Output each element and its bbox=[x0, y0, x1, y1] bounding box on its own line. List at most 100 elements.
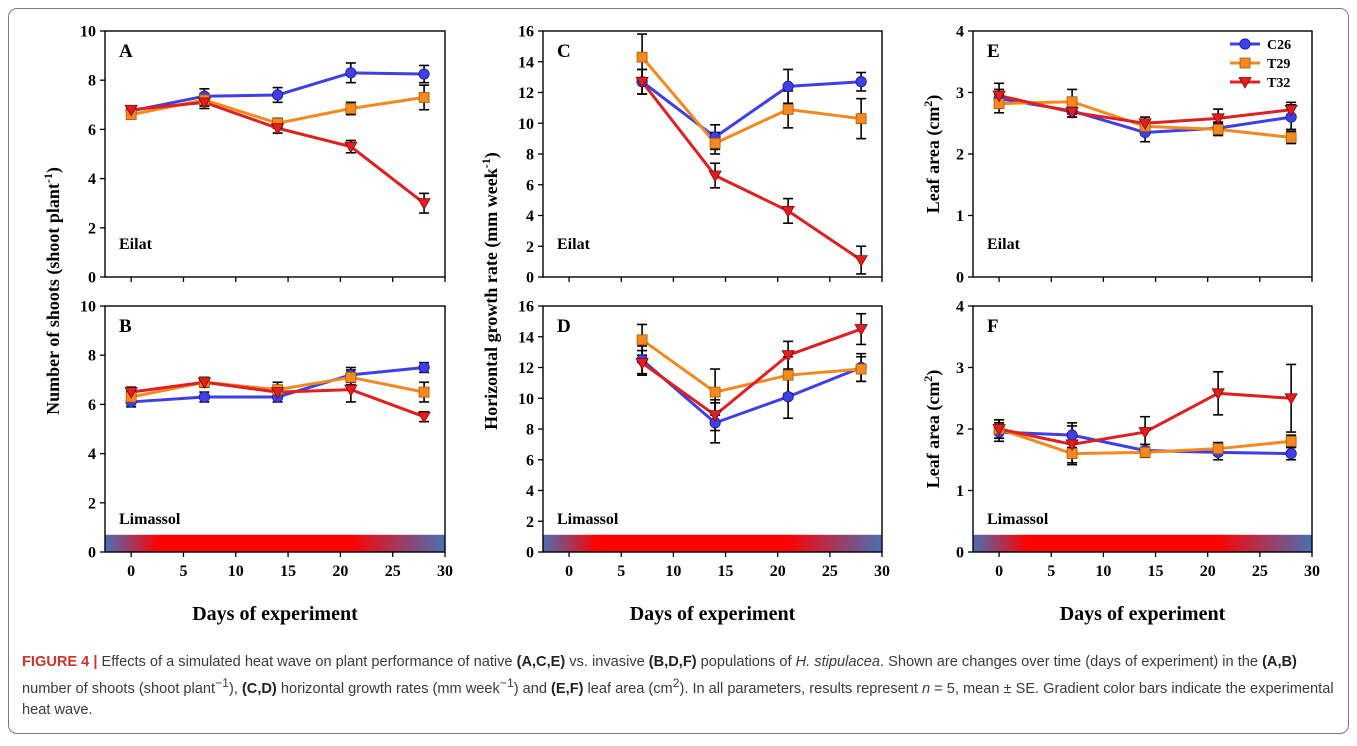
point-t32 bbox=[781, 350, 795, 363]
legend-marker-t29 bbox=[1239, 57, 1251, 69]
y-tick-label: 2 bbox=[88, 220, 96, 237]
point-t32 bbox=[992, 424, 1006, 436]
y-axis-label: Leaf area (cm2) bbox=[921, 95, 944, 214]
legend-label-c26: C26 bbox=[1267, 38, 1291, 53]
point-t29 bbox=[636, 334, 648, 346]
y-tick-label: 4 bbox=[88, 171, 96, 188]
point-t32 bbox=[270, 123, 285, 135]
y-tick-label: 6 bbox=[526, 177, 534, 194]
x-tick-label: 25 bbox=[1252, 563, 1268, 580]
x-axis-label: Days of experiment bbox=[192, 603, 358, 625]
point-t29 bbox=[782, 104, 794, 115]
y-tick-label: 12 bbox=[518, 360, 534, 377]
x-tick-label: 25 bbox=[822, 563, 838, 580]
point-t29 bbox=[345, 371, 357, 383]
point-t32 bbox=[344, 141, 358, 154]
point-t32 bbox=[854, 255, 868, 267]
caption-sup: −1 bbox=[499, 676, 514, 690]
panel-label: B bbox=[119, 316, 132, 337]
y-tick-label: 8 bbox=[526, 147, 534, 164]
x-tick-label: 5 bbox=[617, 563, 625, 580]
y-tick-label: 8 bbox=[88, 73, 96, 90]
point-t32 bbox=[854, 324, 868, 336]
x-axis-label: Days of experiment bbox=[1060, 603, 1226, 625]
series-line-t32 bbox=[641, 327, 862, 418]
series-line-c26 bbox=[641, 80, 862, 139]
x-tick-label: 10 bbox=[228, 563, 244, 580]
point-t32 bbox=[1138, 118, 1152, 131]
panel-label: D bbox=[557, 316, 571, 337]
y-tick-label: 2 bbox=[956, 422, 964, 439]
y-tick-label: 0 bbox=[88, 270, 96, 287]
point-t29 bbox=[418, 386, 430, 398]
caption-text: ), bbox=[228, 680, 242, 697]
panel-label: E bbox=[987, 41, 1000, 62]
x-tick-label: 20 bbox=[770, 563, 786, 580]
legend-label-t32: T32 bbox=[1267, 76, 1290, 91]
y-tick-label: 6 bbox=[526, 452, 534, 469]
y-tick-label: 0 bbox=[956, 545, 964, 562]
point-t32 bbox=[1138, 427, 1152, 439]
point-t29 bbox=[1066, 96, 1078, 108]
caption-ref: (C,D) bbox=[241, 680, 277, 697]
figure-caption: FIGURE 4 | Effects of a simulated heat w… bbox=[22, 652, 1340, 721]
point-c26 bbox=[1066, 429, 1078, 441]
y-tick-label: 4 bbox=[956, 24, 964, 41]
caption-text: number of shoots (shoot plant bbox=[22, 680, 216, 697]
x-tick-label: 5 bbox=[179, 563, 187, 580]
point-t29 bbox=[855, 113, 867, 125]
y-tick-label: 14 bbox=[518, 329, 534, 346]
point-c26 bbox=[418, 68, 430, 80]
point-t32 bbox=[781, 205, 795, 218]
x-tick-label: 30 bbox=[874, 563, 890, 580]
caption-ref: (A,B) bbox=[1262, 654, 1297, 670]
x-axis-label: Days of experiment bbox=[630, 603, 796, 625]
caption-italic: n bbox=[921, 680, 931, 697]
point-t29 bbox=[1285, 131, 1297, 143]
plot-frame bbox=[104, 305, 446, 553]
y-tick-label: 2 bbox=[88, 495, 96, 512]
y-tick-label: 10 bbox=[80, 299, 96, 316]
plot-frame bbox=[972, 30, 1313, 278]
y-tick-label: 1 bbox=[956, 208, 964, 225]
caption-text: Effects of a simulated heat wave on plan… bbox=[97, 654, 517, 670]
caption-text: horizontal growth rates (mm week bbox=[276, 680, 500, 697]
caption-ref: (B,D,F) bbox=[648, 654, 697, 670]
caption-text: populations of bbox=[696, 654, 796, 670]
y-tick-label: 3 bbox=[956, 85, 964, 102]
y-tick-label: 0 bbox=[88, 545, 96, 562]
point-t29 bbox=[1285, 435, 1297, 447]
legend-marker-c26 bbox=[1239, 38, 1251, 50]
point-t32 bbox=[708, 410, 722, 422]
panel-f: 0 1 2 3 4 0 5 10 15 20 25 30 Days of experiment Leaf … bbox=[921, 299, 1320, 626]
x-tick-label: 15 bbox=[718, 563, 734, 580]
panel-e: 0 1 2 3 4 Leaf area (cm2) E Eilat C26 T29 T32 bbox=[921, 24, 1313, 287]
point-t29 bbox=[345, 103, 357, 114]
caption-text: leaf area (cm bbox=[583, 680, 673, 697]
caption-figure-label: FIGURE 4 | bbox=[22, 654, 98, 670]
caption-text: . Shown are changes over time (days of e… bbox=[880, 654, 1263, 670]
plot-frame bbox=[104, 30, 446, 278]
y-tick-label: 0 bbox=[956, 270, 964, 287]
y-tick-label: 4 bbox=[956, 299, 964, 316]
panel-label: A bbox=[119, 41, 133, 62]
site-label: Eilat bbox=[119, 236, 153, 253]
y-tick-label: 10 bbox=[518, 116, 534, 133]
y-tick-label: 4 bbox=[526, 208, 534, 225]
x-tick-label: 0 bbox=[565, 563, 573, 580]
point-t32 bbox=[344, 384, 358, 397]
point-c26 bbox=[855, 76, 867, 88]
series-line-t32 bbox=[640, 80, 862, 262]
panel-b: 0 2 4 6 8 10 0 5 10 15 20 25 30 Days of experiment B Li… bbox=[80, 299, 453, 626]
caption-text: = 5, mean ± SE. Gradient color bars indi… bbox=[22, 680, 1334, 718]
point-t32 bbox=[1065, 439, 1079, 452]
y-tick-label: 6 bbox=[88, 122, 96, 139]
panel-d: 0 2 4 6 8 10 12 14 16 0 5 10 15 20 25 30 Days of experim… bbox=[518, 299, 890, 626]
caption-sup: −1 bbox=[215, 676, 229, 690]
y-tick-label: 10 bbox=[80, 24, 96, 41]
y-tick-label: 14 bbox=[518, 54, 534, 71]
x-tick-label: 10 bbox=[1095, 563, 1111, 580]
point-t32 bbox=[1065, 107, 1079, 119]
point-t32 bbox=[197, 97, 212, 110]
